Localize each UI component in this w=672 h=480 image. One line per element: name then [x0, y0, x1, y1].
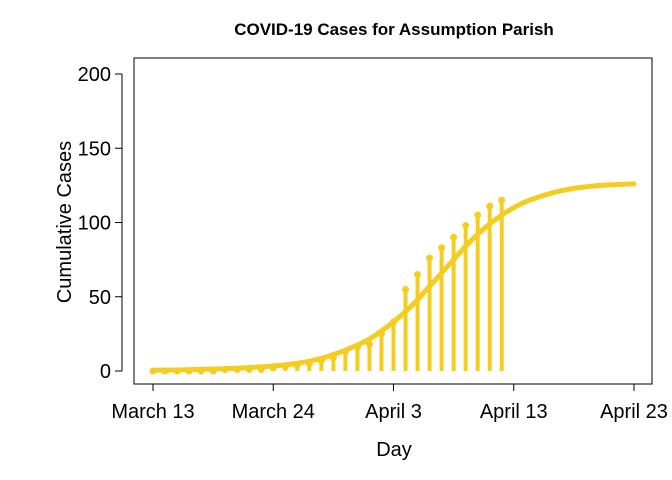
observed-point [281, 363, 289, 371]
y-tick-label: 0 [100, 361, 111, 383]
observed-point [161, 367, 169, 375]
chart-title: COVID-19 Cases for Assumption Parish [234, 20, 554, 39]
observed-point [377, 330, 385, 338]
observed-point [474, 211, 482, 219]
y-tick-label: 50 [89, 287, 111, 309]
observed-point [341, 348, 349, 356]
observed-point [498, 196, 506, 204]
observed-points [149, 196, 506, 375]
observed-point [221, 366, 229, 374]
x-tick-label: April 23 [600, 401, 668, 423]
observed-point [149, 367, 157, 375]
x-axis-label: Day [376, 439, 412, 461]
y-axis-label: Cumulative Cases [54, 141, 76, 303]
observed-point [209, 367, 217, 375]
x-axis: March 13 March 24 April 3 April 13 April 23 [111, 383, 668, 423]
observed-point [353, 343, 361, 351]
observed-point [293, 361, 301, 369]
observed-point [365, 340, 373, 348]
observed-point [486, 202, 494, 210]
x-tick-label: April 3 [365, 401, 422, 423]
observed-point [305, 360, 313, 368]
observed-point [438, 244, 446, 252]
observed-point [245, 366, 253, 374]
y-axis: 0 50 100 150 200 [78, 64, 123, 383]
x-tick-label: April 13 [480, 401, 548, 423]
observed-point [426, 254, 434, 262]
observed-point [390, 318, 397, 326]
y-tick-label: 150 [78, 138, 111, 160]
x-tick-label: March 24 [232, 401, 315, 423]
observed-point [233, 366, 241, 374]
observed-point [173, 367, 181, 375]
observed-point [317, 357, 325, 365]
observed-point [462, 221, 470, 229]
observed-point [269, 364, 277, 372]
observed-point [257, 366, 265, 374]
observed-point [414, 270, 422, 278]
observed-stems [223, 200, 504, 371]
x-tick-label: March 13 [111, 401, 194, 423]
y-tick-label: 100 [78, 213, 111, 235]
observed-point [197, 367, 205, 375]
observed-point [450, 233, 458, 241]
observed-point [329, 354, 337, 362]
observed-point [402, 285, 410, 293]
observed-point [185, 367, 193, 375]
y-tick-label: 200 [78, 64, 111, 86]
